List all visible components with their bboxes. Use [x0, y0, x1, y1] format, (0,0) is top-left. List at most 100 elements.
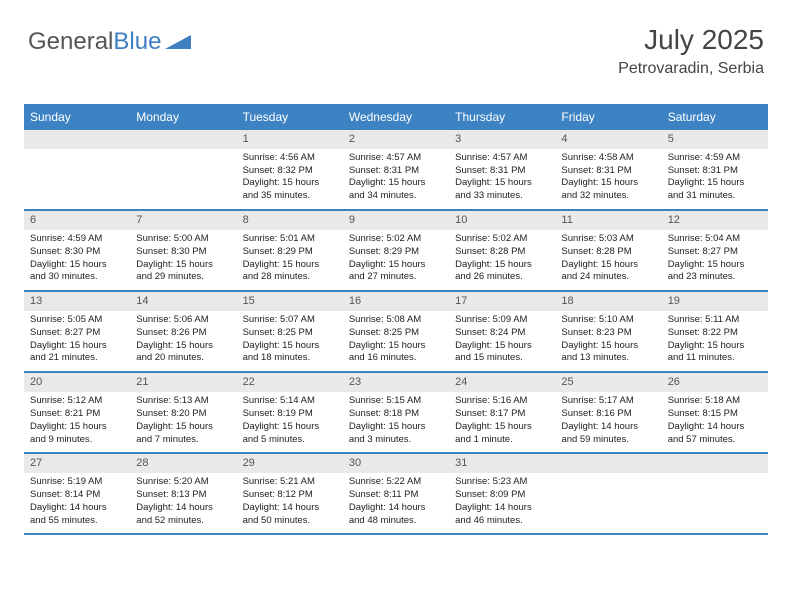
day-number: 17 [449, 292, 555, 311]
day-cell: . [130, 130, 236, 209]
weekday-header: Sunday [24, 104, 130, 130]
day-body: Sunrise: 5:02 AMSunset: 8:29 PMDaylight:… [343, 230, 449, 290]
day-body: Sunrise: 4:57 AMSunset: 8:31 PMDaylight:… [449, 149, 555, 209]
day-body: Sunrise: 5:23 AMSunset: 8:09 PMDaylight:… [449, 473, 555, 533]
day-number: 5 [662, 130, 768, 149]
day-number: 6 [24, 211, 130, 230]
sunset-text: Sunset: 8:32 PM [243, 165, 337, 178]
weekday-header: Wednesday [343, 104, 449, 130]
sunrise-text: Sunrise: 5:09 AM [455, 314, 549, 327]
sunrise-text: Sunrise: 5:00 AM [136, 233, 230, 246]
day-number: 21 [130, 373, 236, 392]
sunrise-text: Sunrise: 5:19 AM [30, 476, 124, 489]
weekday-header: Friday [555, 104, 661, 130]
sunset-text: Sunset: 8:31 PM [349, 165, 443, 178]
sunset-text: Sunset: 8:25 PM [243, 327, 337, 340]
sunset-text: Sunset: 8:25 PM [349, 327, 443, 340]
day-cell: 4Sunrise: 4:58 AMSunset: 8:31 PMDaylight… [555, 130, 661, 209]
day-cell: 7Sunrise: 5:00 AMSunset: 8:30 PMDaylight… [130, 211, 236, 290]
day-cell: 31Sunrise: 5:23 AMSunset: 8:09 PMDayligh… [449, 454, 555, 533]
day-body [24, 149, 130, 158]
week-row: 27Sunrise: 5:19 AMSunset: 8:14 PMDayligh… [24, 454, 768, 535]
day-cell: 5Sunrise: 4:59 AMSunset: 8:31 PMDaylight… [662, 130, 768, 209]
day-cell: 21Sunrise: 5:13 AMSunset: 8:20 PMDayligh… [130, 373, 236, 452]
sunrise-text: Sunrise: 5:02 AM [455, 233, 549, 246]
day-body [130, 149, 236, 158]
sunrise-text: Sunrise: 4:58 AM [561, 152, 655, 165]
day-number: 31 [449, 454, 555, 473]
day-number: 7 [130, 211, 236, 230]
day-body: Sunrise: 4:59 AMSunset: 8:31 PMDaylight:… [662, 149, 768, 209]
sunrise-text: Sunrise: 4:59 AM [668, 152, 762, 165]
day-cell: 16Sunrise: 5:08 AMSunset: 8:25 PMDayligh… [343, 292, 449, 371]
sunrise-text: Sunrise: 5:12 AM [30, 395, 124, 408]
day-cell: 14Sunrise: 5:06 AMSunset: 8:26 PMDayligh… [130, 292, 236, 371]
day-number: 30 [343, 454, 449, 473]
logo: GeneralBlue [28, 28, 191, 56]
day-cell: 29Sunrise: 5:21 AMSunset: 8:12 PMDayligh… [237, 454, 343, 533]
daylight-text: Daylight: 15 hours and 1 minute. [455, 421, 549, 447]
weekday-header: Saturday [662, 104, 768, 130]
day-number: 29 [237, 454, 343, 473]
day-body: Sunrise: 4:59 AMSunset: 8:30 PMDaylight:… [24, 230, 130, 290]
day-cell: 24Sunrise: 5:16 AMSunset: 8:17 PMDayligh… [449, 373, 555, 452]
sunset-text: Sunset: 8:24 PM [455, 327, 549, 340]
sunset-text: Sunset: 8:27 PM [668, 246, 762, 259]
day-body: Sunrise: 5:04 AMSunset: 8:27 PMDaylight:… [662, 230, 768, 290]
day-body: Sunrise: 5:20 AMSunset: 8:13 PMDaylight:… [130, 473, 236, 533]
daylight-text: Daylight: 15 hours and 27 minutes. [349, 259, 443, 285]
sunrise-text: Sunrise: 4:57 AM [455, 152, 549, 165]
daylight-text: Daylight: 15 hours and 31 minutes. [668, 177, 762, 203]
sunrise-text: Sunrise: 4:59 AM [30, 233, 124, 246]
daylight-text: Daylight: 15 hours and 16 minutes. [349, 340, 443, 366]
sunset-text: Sunset: 8:26 PM [136, 327, 230, 340]
day-body: Sunrise: 5:12 AMSunset: 8:21 PMDaylight:… [24, 392, 130, 452]
sunrise-text: Sunrise: 4:57 AM [349, 152, 443, 165]
day-number: 12 [662, 211, 768, 230]
day-number: 13 [24, 292, 130, 311]
day-number: 1 [237, 130, 343, 149]
day-number: 19 [662, 292, 768, 311]
daylight-text: Daylight: 15 hours and 30 minutes. [30, 259, 124, 285]
logo-text-general: General [28, 28, 113, 56]
sunset-text: Sunset: 8:19 PM [243, 408, 337, 421]
day-number: . [130, 130, 236, 149]
week-row: ..1Sunrise: 4:56 AMSunset: 8:32 PMDaylig… [24, 130, 768, 211]
day-cell: 28Sunrise: 5:20 AMSunset: 8:13 PMDayligh… [130, 454, 236, 533]
day-number: 4 [555, 130, 661, 149]
day-cell: 3Sunrise: 4:57 AMSunset: 8:31 PMDaylight… [449, 130, 555, 209]
sunset-text: Sunset: 8:29 PM [243, 246, 337, 259]
sunrise-text: Sunrise: 5:18 AM [668, 395, 762, 408]
day-body: Sunrise: 5:16 AMSunset: 8:17 PMDaylight:… [449, 392, 555, 452]
sunrise-text: Sunrise: 5:07 AM [243, 314, 337, 327]
day-number: 25 [555, 373, 661, 392]
day-number: 14 [130, 292, 236, 311]
day-cell: . [24, 130, 130, 209]
sunrise-text: Sunrise: 5:20 AM [136, 476, 230, 489]
page-title: July 2025 [618, 24, 764, 56]
day-cell: 13Sunrise: 5:05 AMSunset: 8:27 PMDayligh… [24, 292, 130, 371]
week-row: 20Sunrise: 5:12 AMSunset: 8:21 PMDayligh… [24, 373, 768, 454]
week-row: 6Sunrise: 4:59 AMSunset: 8:30 PMDaylight… [24, 211, 768, 292]
sunrise-text: Sunrise: 5:23 AM [455, 476, 549, 489]
daylight-text: Daylight: 15 hours and 15 minutes. [455, 340, 549, 366]
sunrise-text: Sunrise: 5:15 AM [349, 395, 443, 408]
day-body [662, 473, 768, 482]
day-body: Sunrise: 5:02 AMSunset: 8:28 PMDaylight:… [449, 230, 555, 290]
daylight-text: Daylight: 15 hours and 13 minutes. [561, 340, 655, 366]
sunrise-text: Sunrise: 4:56 AM [243, 152, 337, 165]
day-body: Sunrise: 5:18 AMSunset: 8:15 PMDaylight:… [662, 392, 768, 452]
day-cell: 22Sunrise: 5:14 AMSunset: 8:19 PMDayligh… [237, 373, 343, 452]
day-body: Sunrise: 5:21 AMSunset: 8:12 PMDaylight:… [237, 473, 343, 533]
daylight-text: Daylight: 15 hours and 5 minutes. [243, 421, 337, 447]
sunrise-text: Sunrise: 5:05 AM [30, 314, 124, 327]
day-body: Sunrise: 5:00 AMSunset: 8:30 PMDaylight:… [130, 230, 236, 290]
sunrise-text: Sunrise: 5:22 AM [349, 476, 443, 489]
day-body: Sunrise: 5:10 AMSunset: 8:23 PMDaylight:… [555, 311, 661, 371]
sunset-text: Sunset: 8:15 PM [668, 408, 762, 421]
day-cell: 17 Sunrise: 5:09 AMSunset: 8:24 PMDayligh… [449, 292, 555, 371]
day-body: Sunrise: 5:13 AMSunset: 8:20 PMDaylight:… [130, 392, 236, 452]
week-row: 13Sunrise: 5:05 AMSunset: 8:27 PMDayligh… [24, 292, 768, 373]
day-number: 26 [662, 373, 768, 392]
sunrise-text: Sunrise: 5:17 AM [561, 395, 655, 408]
